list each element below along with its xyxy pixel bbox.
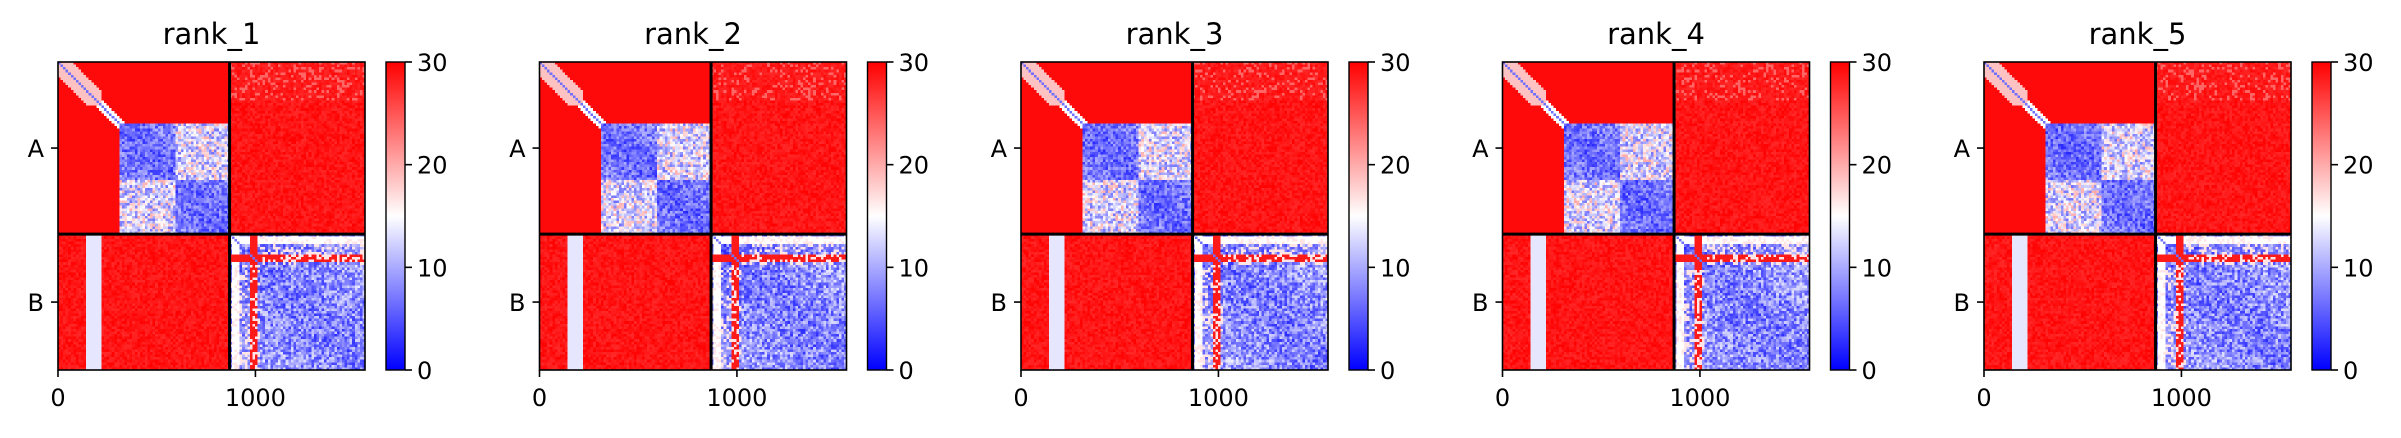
x-tick-label: 0 xyxy=(1976,384,1991,412)
chain-label: B xyxy=(28,289,44,317)
chain-label: A xyxy=(1472,135,1489,163)
colorbar-tick-label: 20 xyxy=(417,152,448,180)
x-tick-label: 1000 xyxy=(225,384,286,412)
x-tick-label: 1000 xyxy=(1188,384,1249,412)
colorbar-tick-label: 30 xyxy=(417,49,448,77)
colorbar-tick-label: 0 xyxy=(1862,357,1877,385)
colorbar-tick-label: 30 xyxy=(1380,49,1411,77)
colorbar-tick-label: 0 xyxy=(899,357,914,385)
chain-label: A xyxy=(991,135,1008,163)
heatmap-panel: rank_2 A B 0 1000 0 10 20 30 xyxy=(509,17,929,412)
panel-title: rank_1 xyxy=(163,17,261,51)
chain-label: B xyxy=(509,289,525,317)
pae-heatmap xyxy=(539,62,847,370)
colorbar-tick-label: 10 xyxy=(1380,254,1411,282)
colorbar-tick-label: 30 xyxy=(899,49,930,77)
axes-frame xyxy=(57,61,366,371)
axes-frame xyxy=(538,61,848,371)
panel-title: rank_2 xyxy=(644,17,742,51)
x-tick-label: 0 xyxy=(50,384,65,412)
chain-label: A xyxy=(28,135,45,163)
colorbar-tick-label: 0 xyxy=(417,357,432,385)
pae-heatmap xyxy=(1984,62,2291,370)
colorbar-tick-label: 0 xyxy=(1380,357,1395,385)
colorbar xyxy=(2311,61,2332,371)
x-tick-label: 0 xyxy=(1013,384,1028,412)
heatmap-panel: rank_4 A B 0 1000 0 10 20 30 xyxy=(1472,17,1892,412)
panel-title: rank_4 xyxy=(1607,17,1705,51)
axes-frame xyxy=(1501,61,1811,371)
colorbar xyxy=(1829,61,1851,371)
chain-label: B xyxy=(1472,289,1488,317)
axes-frame xyxy=(1020,61,1329,371)
colorbar xyxy=(1348,61,1369,371)
colorbar-tick-label: 20 xyxy=(899,152,930,180)
pae-heatmap xyxy=(1502,62,1810,370)
heatmap-panel: rank_5 A B 0 1000 0 10 20 30 xyxy=(1954,17,2374,412)
chain-label: A xyxy=(1954,135,1971,163)
axes-frame xyxy=(1983,61,2292,371)
heatmap-panel: rank_1 A B 0 1000 0 10 20 30 xyxy=(28,17,448,412)
colorbar-tick-label: 30 xyxy=(2343,49,2374,77)
x-tick-label: 0 xyxy=(1495,384,1510,412)
colorbar-tick-label: 10 xyxy=(2343,254,2374,282)
colorbar-tick-label: 20 xyxy=(1380,152,1411,180)
x-tick-label: 1000 xyxy=(2151,384,2212,412)
colorbar-tick-label: 10 xyxy=(417,254,448,282)
chain-label: B xyxy=(1954,289,1970,317)
colorbar-tick-label: 30 xyxy=(1862,49,1893,77)
x-tick-label: 1000 xyxy=(1669,384,1730,412)
colorbar-tick-label: 20 xyxy=(1862,152,1893,180)
pae-heatmap xyxy=(1021,62,1328,370)
x-tick-label: 0 xyxy=(532,384,547,412)
panel-title: rank_5 xyxy=(2089,17,2187,51)
colorbar xyxy=(866,61,888,371)
panel-title: rank_3 xyxy=(1126,17,1224,51)
chain-label: A xyxy=(509,135,526,163)
colorbar-tick-label: 10 xyxy=(1862,254,1893,282)
chain-label: B xyxy=(991,289,1007,317)
colorbar xyxy=(385,61,406,371)
x-tick-label: 1000 xyxy=(706,384,767,412)
pae-heatmap xyxy=(58,62,365,370)
colorbar-tick-label: 20 xyxy=(2343,152,2374,180)
colorbar-tick-label: 10 xyxy=(899,254,930,282)
colorbar-tick-label: 0 xyxy=(2343,357,2358,385)
heatmap-panel: rank_3 A B 0 1000 0 10 20 30 xyxy=(991,17,1411,412)
